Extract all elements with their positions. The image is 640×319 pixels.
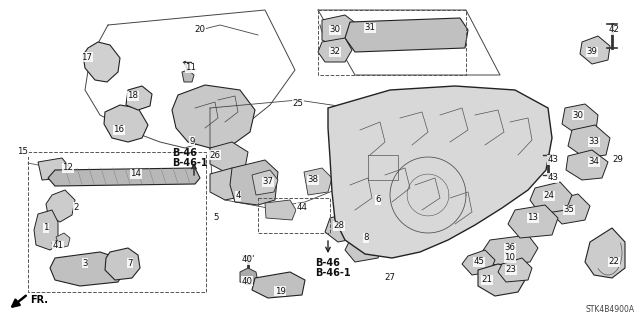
Polygon shape [482, 235, 538, 265]
Text: 14: 14 [131, 169, 141, 179]
Polygon shape [46, 190, 75, 222]
Text: 3: 3 [83, 258, 88, 268]
Polygon shape [345, 18, 468, 52]
Text: 32: 32 [330, 48, 340, 56]
Polygon shape [568, 125, 610, 158]
Polygon shape [34, 210, 58, 250]
Text: 8: 8 [364, 234, 369, 242]
Bar [318, 10, 466, 75]
Polygon shape [38, 158, 70, 180]
Polygon shape [304, 168, 332, 195]
Text: 18: 18 [127, 92, 138, 100]
Polygon shape [585, 228, 625, 278]
Text: B-46-1: B-46-1 [315, 268, 351, 278]
Text: B-46: B-46 [315, 258, 340, 268]
Text: 40: 40 [241, 256, 253, 264]
Polygon shape [210, 168, 248, 200]
Text: 9: 9 [189, 137, 195, 145]
Polygon shape [328, 86, 552, 258]
Text: 1: 1 [44, 224, 49, 233]
Polygon shape [318, 38, 352, 62]
Polygon shape [478, 264, 525, 296]
Text: 19: 19 [275, 286, 285, 295]
Text: 12: 12 [63, 164, 74, 173]
Text: 25: 25 [292, 99, 303, 108]
Text: 7: 7 [127, 258, 132, 268]
Text: 36: 36 [504, 243, 515, 253]
Polygon shape [230, 160, 278, 205]
Polygon shape [172, 85, 255, 148]
Text: 4: 4 [236, 191, 241, 201]
Text: 21: 21 [481, 276, 493, 285]
Polygon shape [252, 170, 278, 195]
Text: 20: 20 [195, 26, 205, 34]
Text: 11: 11 [186, 63, 196, 72]
Text: 13: 13 [527, 213, 538, 222]
Polygon shape [325, 212, 362, 242]
Polygon shape [345, 230, 384, 262]
Text: 16: 16 [113, 125, 125, 135]
Text: 45: 45 [474, 257, 484, 266]
Bar [258, 198, 330, 233]
Polygon shape [182, 70, 194, 82]
Text: 41: 41 [52, 241, 63, 250]
Polygon shape [240, 268, 258, 285]
Text: 42: 42 [609, 26, 620, 34]
Text: 10: 10 [504, 254, 515, 263]
Text: 37: 37 [262, 177, 273, 187]
Polygon shape [580, 36, 610, 64]
Text: 28: 28 [333, 221, 344, 231]
Polygon shape [550, 194, 590, 224]
Polygon shape [50, 252, 125, 286]
Polygon shape [358, 186, 396, 218]
Text: 31: 31 [365, 24, 376, 33]
Polygon shape [508, 205, 558, 238]
Text: 6: 6 [375, 196, 381, 204]
Bar [28, 152, 206, 292]
Text: 23: 23 [506, 265, 516, 275]
Polygon shape [462, 250, 495, 275]
Text: 30: 30 [330, 26, 340, 34]
Text: 30: 30 [573, 110, 584, 120]
Polygon shape [126, 86, 152, 110]
Text: B-46-1: B-46-1 [172, 158, 207, 168]
Polygon shape [83, 42, 120, 82]
Text: STK4B4900A: STK4B4900A [586, 305, 635, 314]
Text: 17: 17 [81, 53, 93, 62]
Polygon shape [265, 200, 296, 220]
Polygon shape [252, 272, 305, 298]
Text: 29: 29 [612, 155, 623, 165]
Text: 5: 5 [213, 213, 219, 222]
Text: 27: 27 [385, 273, 396, 283]
Polygon shape [105, 248, 140, 280]
Polygon shape [48, 168, 200, 186]
Polygon shape [530, 182, 572, 214]
Text: 38: 38 [307, 175, 319, 184]
Polygon shape [566, 150, 608, 180]
Text: 39: 39 [587, 48, 597, 56]
Text: 40: 40 [241, 277, 253, 286]
Polygon shape [104, 105, 148, 142]
Polygon shape [562, 104, 598, 135]
Text: 15: 15 [17, 147, 29, 157]
Polygon shape [210, 142, 248, 172]
Text: 44: 44 [296, 204, 307, 212]
Text: 22: 22 [609, 257, 620, 266]
Text: 33: 33 [589, 137, 600, 146]
Text: 34: 34 [589, 158, 600, 167]
Text: 2: 2 [73, 203, 79, 211]
Polygon shape [498, 258, 532, 282]
Text: 43: 43 [547, 174, 559, 182]
Text: 24: 24 [543, 191, 554, 201]
Text: B-46: B-46 [172, 148, 197, 158]
Text: 26: 26 [209, 151, 221, 160]
Polygon shape [322, 15, 358, 48]
Text: FR.: FR. [30, 295, 48, 305]
Polygon shape [56, 233, 70, 248]
Text: 35: 35 [563, 205, 575, 214]
Text: 43: 43 [547, 155, 559, 165]
